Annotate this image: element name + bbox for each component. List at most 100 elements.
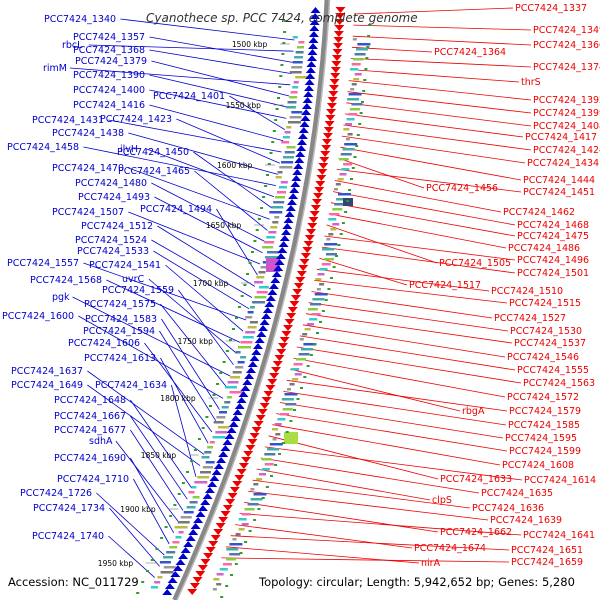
left-leader-line (160, 303, 228, 388)
right-leader-line (276, 413, 508, 452)
forward-gene-arrow (304, 79, 315, 85)
cds-feature (213, 578, 220, 581)
cds-feature (284, 151, 295, 154)
cds-feature (189, 501, 198, 504)
skew-dot (351, 167, 355, 169)
skew-dot (339, 233, 343, 235)
right-leader-line (290, 368, 461, 412)
right-gene-label: PCC7424_1392 (533, 95, 600, 106)
forward-gene-arrow (300, 115, 311, 121)
right-gene-label: PCC7424_1417 (525, 132, 597, 143)
cds-feature (295, 76, 309, 79)
forward-gene-arrow (220, 445, 231, 451)
cds-feature (150, 586, 158, 589)
reverse-gene-arrow (269, 373, 280, 379)
cds-feature (304, 328, 311, 331)
scale-label: 1650 kbp (206, 221, 242, 230)
scale-label: 1950 kbp (98, 559, 134, 568)
right-leader-line (326, 224, 438, 264)
left-leader-line (88, 44, 294, 52)
right-gene-label: PCC7424_1563 (523, 378, 595, 389)
skew-dot (234, 563, 238, 565)
cds-feature (338, 158, 349, 161)
left-leader-line (149, 89, 287, 119)
cds-feature (160, 571, 174, 574)
cds-feature (298, 41, 305, 44)
forward-gene-arrow (162, 589, 173, 595)
cds-feature (264, 453, 276, 456)
skew-dot (303, 376, 307, 378)
skew-dot (229, 339, 232, 341)
right-leader-line (311, 291, 493, 319)
cds-feature (277, 418, 286, 421)
reverse-gene-arrow (287, 307, 298, 313)
right-leader-line (330, 202, 516, 237)
cds-feature (244, 508, 255, 511)
cds-feature (260, 266, 267, 269)
scale-labels: 1500 kbp 1550 kbp 1600 kbp 1650 kbp 1700 kbp… (98, 40, 290, 568)
cds-feature (212, 588, 217, 591)
left-gene-label: PCC7424_1357 (73, 32, 145, 43)
right-gene-label: PCC7424_1614 (524, 475, 596, 486)
right-gene-label: PCC7424_1496 (517, 255, 589, 266)
cds-feature (262, 246, 274, 249)
skew-dot (255, 229, 259, 231)
cds-feature (258, 271, 266, 274)
cds-feature (334, 203, 346, 206)
cds-feature (280, 413, 289, 416)
skew-dot (251, 251, 254, 253)
right-gene-label: PCC7424_1475 (517, 231, 589, 242)
forward-gene-arrow (289, 187, 300, 193)
cds-feature (337, 178, 344, 181)
reverse-gene-arrow (290, 295, 301, 301)
forward-gene-arrow (211, 469, 222, 475)
skew-dot (313, 343, 316, 345)
reverse-gene-arrow (325, 115, 336, 121)
reverse-gene-arrow (220, 511, 231, 517)
left-gene-label: PCC7424_1458 (7, 142, 79, 153)
reverse-gene-arrow (334, 25, 345, 31)
forward-gene-arrow (297, 139, 307, 145)
cds-feature (250, 488, 255, 491)
reverse-gene-arrow (236, 469, 247, 475)
reverse-gene-arrow (243, 451, 254, 457)
right-gene-label: PCC7424_1349 (533, 25, 600, 36)
scale-label: 1500 kbp (232, 40, 268, 49)
reverse-gene-arrow (232, 481, 243, 487)
right-leader-line (283, 391, 507, 426)
cds-feature (344, 143, 358, 146)
skew-dot (141, 581, 145, 583)
forward-gene-arrow (297, 133, 308, 139)
left-leader-line (216, 208, 258, 276)
forward-gene-arrow (222, 439, 233, 445)
cds-feature (273, 201, 285, 204)
cds-feature (235, 533, 241, 536)
cds-feature (297, 46, 304, 49)
left-gene-label: sdhA (89, 436, 113, 447)
skew-dot (240, 295, 244, 297)
forward-gene-arrow (242, 379, 253, 385)
forward-gene-arrow (228, 421, 239, 427)
left-leader-line (229, 95, 286, 130)
cds-feature (240, 356, 247, 359)
cds-feature (212, 436, 226, 439)
reverse-gene-arrow (203, 553, 214, 559)
reverse-gene-arrow (213, 529, 224, 535)
skew-dot (205, 416, 209, 418)
cds-feature (326, 253, 337, 256)
skew-dot (197, 438, 201, 440)
cds-feature (264, 256, 278, 259)
left-gene-label: PCC7424_1583 (85, 314, 157, 325)
skew-dot (282, 42, 286, 44)
reverse-gene-arrow (225, 499, 236, 505)
cds-feature (321, 263, 331, 266)
cds-feature (307, 308, 318, 311)
reverse-gene-arrow (314, 187, 325, 193)
cds-feature (204, 451, 212, 454)
left-gene-label: ilvH (120, 144, 138, 155)
right-gene-label: PCC7424_1462 (503, 207, 575, 218)
forward-gene-arrow (264, 301, 275, 307)
cds-feature (267, 251, 279, 254)
cds-feature (292, 61, 303, 64)
